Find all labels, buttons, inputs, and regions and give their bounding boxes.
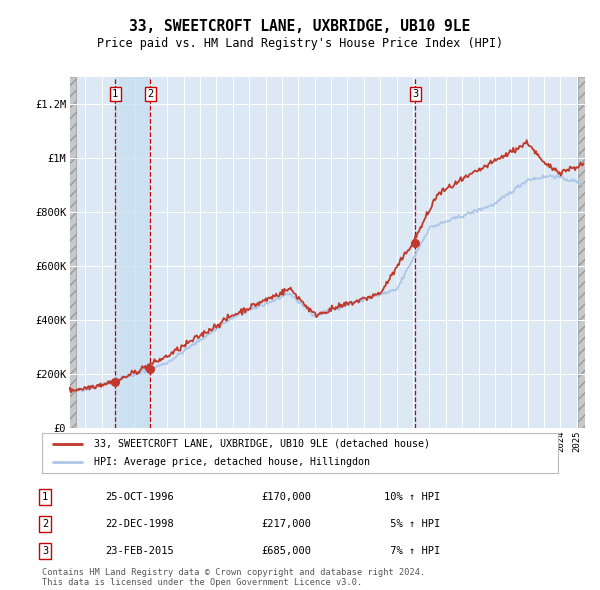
- Text: £170,000: £170,000: [261, 492, 311, 502]
- Text: 5% ↑ HPI: 5% ↑ HPI: [384, 519, 440, 529]
- Text: 1: 1: [42, 492, 48, 502]
- Text: 3: 3: [412, 89, 418, 99]
- Text: 25-OCT-1996: 25-OCT-1996: [105, 492, 174, 502]
- Text: 1: 1: [112, 89, 118, 99]
- Text: 3: 3: [42, 546, 48, 556]
- Text: Contains HM Land Registry data © Crown copyright and database right 2024.
This d: Contains HM Land Registry data © Crown c…: [42, 568, 425, 587]
- Bar: [578, 77, 585, 428]
- Text: 33, SWEETCROFT LANE, UXBRIDGE, UB10 9LE: 33, SWEETCROFT LANE, UXBRIDGE, UB10 9LE: [130, 19, 470, 34]
- Text: 7% ↑ HPI: 7% ↑ HPI: [384, 546, 440, 556]
- Text: 33, SWEETCROFT LANE, UXBRIDGE, UB10 9LE (detached house): 33, SWEETCROFT LANE, UXBRIDGE, UB10 9LE …: [94, 439, 430, 449]
- Text: £217,000: £217,000: [261, 519, 311, 529]
- Text: £685,000: £685,000: [261, 546, 311, 556]
- Text: 10% ↑ HPI: 10% ↑ HPI: [384, 492, 440, 502]
- Text: HPI: Average price, detached house, Hillingdon: HPI: Average price, detached house, Hill…: [94, 457, 370, 467]
- Bar: [69, 77, 76, 428]
- Text: 22-DEC-1998: 22-DEC-1998: [105, 519, 174, 529]
- Bar: [115, 77, 151, 428]
- Text: 2: 2: [42, 519, 48, 529]
- Text: Price paid vs. HM Land Registry's House Price Index (HPI): Price paid vs. HM Land Registry's House …: [97, 37, 503, 50]
- Text: 2: 2: [147, 89, 154, 99]
- Text: 23-FEB-2015: 23-FEB-2015: [105, 546, 174, 556]
